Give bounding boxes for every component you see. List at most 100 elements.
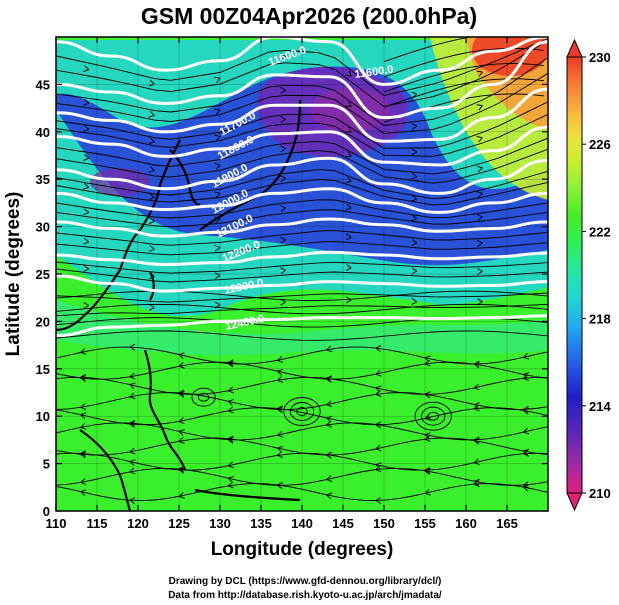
wind-arrow: [129, 372, 136, 380]
wind-arrow: [129, 467, 136, 475]
contour-11900: [56, 125, 548, 167]
colorbar-tick-label: 226: [589, 137, 611, 152]
wind-arrow: [277, 445, 284, 453]
wind-arrow: [227, 399, 234, 406]
wind-arrow: [148, 245, 155, 252]
wind-arrow: [280, 52, 286, 60]
colorbar-bottom-arrow: [566, 492, 583, 512]
wind-arrow: [326, 345, 333, 353]
wind-arrow: [411, 123, 418, 130]
contour-label: 11600.0: [354, 64, 394, 81]
wind-arrow: [476, 214, 483, 221]
wind-arrow: [83, 154, 90, 161]
wind-arrow: [214, 134, 221, 142]
x-tick-label: 120: [127, 516, 149, 531]
wind-arrow: [476, 191, 483, 198]
wind-arrow: [411, 214, 418, 222]
vortex-streamline: [191, 387, 216, 407]
wind-arrow: [227, 481, 234, 489]
wind-arrow: [326, 492, 333, 500]
colorbar-ticks: 230 226 222 218 214 210: [582, 50, 611, 501]
wind-arrow: [148, 137, 155, 145]
wind-arrow: [227, 386, 234, 394]
wind-arrow: [326, 475, 333, 482]
x-tick-label: 145: [332, 516, 354, 531]
wind-arrow: [80, 478, 87, 485]
wind-arrow: [411, 298, 418, 305]
field-west-purple: [90, 168, 150, 196]
y-tick-label: 5: [43, 457, 50, 472]
x-tick-label: 160: [455, 516, 477, 531]
wind-arrow: [178, 429, 185, 436]
x-tick-label: 115: [87, 516, 108, 531]
colorbar-top-arrow: [566, 38, 583, 58]
wind-arrow: [345, 233, 352, 241]
coast-korea: [169, 149, 201, 207]
y-tick-label: 0: [43, 504, 50, 519]
wind-arrow: [375, 465, 382, 473]
wind-arrow: [476, 165, 483, 173]
colorbar-tick-label: 210: [589, 486, 611, 501]
y-tick-label: 40: [36, 125, 50, 140]
wind-arrow: [178, 437, 185, 444]
contour-12200: [56, 217, 548, 238]
wind-arrow: [523, 481, 529, 489]
wind-arrow: [214, 76, 221, 84]
wind-arrow: [80, 375, 87, 382]
wind-arrow: [523, 405, 529, 413]
wind-arrow: [345, 151, 352, 158]
contour-11600: [56, 37, 548, 86]
wind-arrow: [280, 175, 286, 182]
x-tick-label: 155: [414, 516, 436, 531]
x-tick-label: 140: [291, 516, 313, 531]
wind-arrow: [375, 421, 382, 429]
wind-arrow: [345, 70, 352, 77]
wind-arrow: [326, 415, 333, 423]
wind-arrow: [326, 400, 333, 408]
wind-arrow: [277, 430, 284, 438]
wind-arrow: [424, 391, 431, 398]
wind-arrow: [178, 352, 185, 359]
wind-arrow: [424, 355, 431, 363]
wind-arrow: [178, 492, 185, 499]
wind-arrow: [424, 466, 431, 474]
wind-arrow: [473, 383, 480, 391]
wind-arrow: [214, 163, 221, 170]
wind-arrow: [227, 436, 234, 444]
streamline: [383, 78, 544, 108]
wind-arrow: [345, 203, 352, 211]
colorbar-tick-label: 218: [589, 312, 611, 327]
plot-area: 11600.0 11600.0 11700.0 11800.0 11900.0 …: [56, 37, 548, 511]
contour-12100: [56, 187, 548, 214]
wind-arrow: [227, 360, 234, 368]
x-tick-label: 135: [250, 516, 272, 531]
wind-arrow: [214, 108, 221, 115]
y-tick-label: 20: [36, 314, 50, 329]
wind-arrow: [83, 265, 90, 272]
wind-arrow: [178, 362, 185, 369]
contour-11800: [56, 87, 548, 143]
wind-arrow: [129, 343, 136, 351]
wind-arrow: [375, 462, 382, 470]
wind-arrow: [214, 191, 221, 198]
wind-arrow: [411, 239, 418, 246]
wind-arrow: [473, 402, 480, 409]
wind-arrow: [148, 193, 155, 201]
x-axis-ticks: 110 115 120 125 130 135 140 145 150 155 160 165: [46, 37, 518, 531]
wind-arrow: [476, 135, 483, 143]
x-axis-label: Longitude (degrees): [211, 539, 394, 560]
streamline: [383, 37, 474, 63]
wind-arrow: [148, 111, 155, 118]
coast-japan: [199, 99, 302, 231]
vortex-streamline: [197, 392, 210, 402]
x-tick-label: 110: [46, 516, 67, 531]
wind-arrow: [129, 382, 136, 389]
wind-arrow: [227, 406, 234, 414]
wind-arrow: [83, 99, 90, 106]
wind-arrow: [326, 376, 332, 383]
wind-arrow: [178, 417, 185, 424]
y-tick-label: 35: [36, 172, 50, 187]
wind-arrow: [80, 403, 87, 411]
contour-12300: [56, 250, 548, 267]
wind-arrow: [477, 240, 483, 247]
